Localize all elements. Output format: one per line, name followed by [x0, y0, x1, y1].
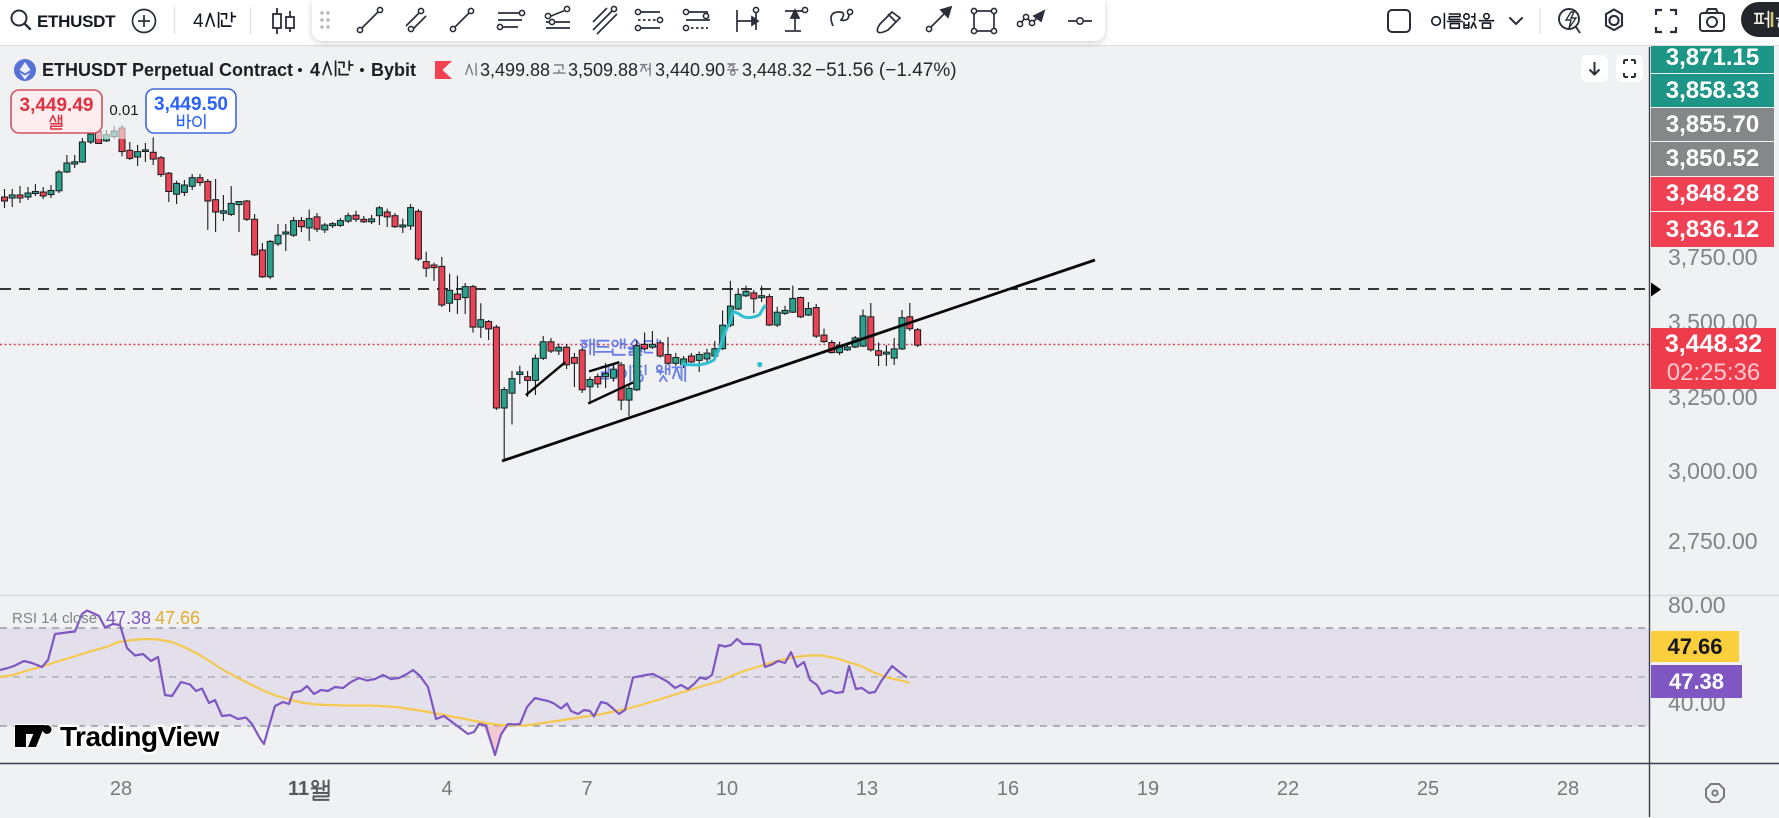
svg-text:Bybit: Bybit — [371, 60, 416, 80]
svg-text:ETHUSDT: ETHUSDT — [37, 12, 116, 31]
svg-text:3,499.88: 3,499.88 — [480, 60, 550, 80]
svg-text:0.01: 0.01 — [109, 102, 138, 119]
svg-text:TradingView: TradingView — [60, 721, 220, 752]
svg-text:4: 4 — [193, 11, 204, 32]
svg-text:4: 4 — [310, 60, 320, 80]
svg-text:3,440.90: 3,440.90 — [655, 60, 725, 80]
svg-text:3,449.49: 3,449.49 — [20, 95, 94, 116]
svg-text:3,509.88: 3,509.88 — [568, 60, 638, 80]
svg-text:3,448.32: 3,448.32 — [742, 60, 812, 80]
svg-text:3,449.50: 3,449.50 — [154, 94, 228, 115]
svg-text:ETHUSDT Perpetual Contract: ETHUSDT Perpetual Contract — [42, 60, 293, 80]
svg-text:−51.56 (−1.47%): −51.56 (−1.47%) — [815, 60, 957, 81]
